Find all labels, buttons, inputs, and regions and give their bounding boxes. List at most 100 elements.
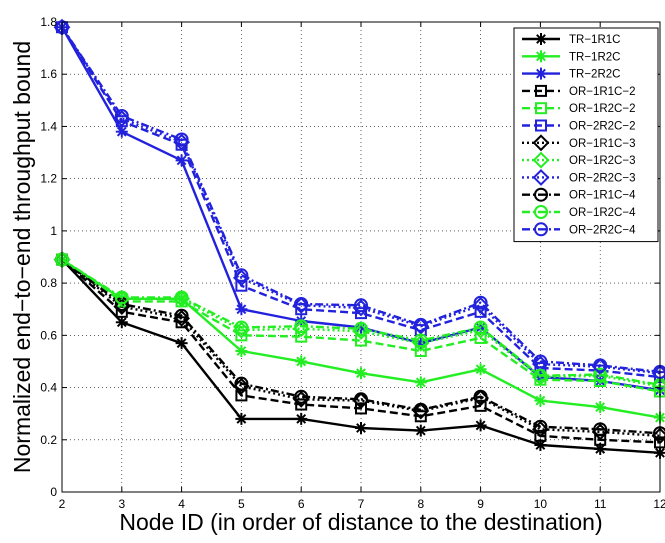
series-1 [56, 253, 665, 459]
data-point [472, 389, 490, 407]
data-point [235, 412, 248, 425]
data-point [115, 125, 128, 138]
data-point [594, 442, 607, 455]
legend-marker [535, 102, 547, 115]
data-point [114, 109, 129, 123]
legend-label: TR−2R2C [569, 69, 620, 81]
legend: TR−1R1C TR−1R2C TR−2R2C OR−1R1C−2 OR−1R2C−2 O… [513, 27, 659, 243]
legend-item: OR−1R1C−3 [522, 134, 635, 152]
data-point [295, 398, 308, 411]
legend-item: OR−2R2C−2 [522, 119, 635, 133]
data-point [295, 412, 308, 425]
legend-marker [532, 168, 550, 186]
data-point [354, 392, 368, 407]
x-tick-label: 6 [298, 497, 305, 511]
x-tick-label: 10 [534, 497, 548, 511]
data-point [174, 290, 189, 305]
x-tick-label: 8 [417, 497, 424, 511]
legend-item: OR−1R1C−4 [522, 187, 636, 202]
legend-label: OR−1R2C−3 [569, 155, 635, 167]
data-point [115, 316, 128, 329]
data-point [234, 268, 249, 283]
legend-label: TR−1R2C [569, 51, 620, 63]
data-point [235, 329, 248, 342]
data-point [473, 389, 488, 404]
data-point [414, 410, 427, 423]
data-point [593, 422, 608, 437]
legend-marker [535, 84, 547, 97]
x-tick-label: 11 [594, 497, 607, 511]
legend-marker [535, 33, 547, 45]
x-tick-label: 7 [358, 497, 365, 511]
data-point [174, 308, 189, 323]
y-tick-label: 0.4 [40, 381, 57, 395]
legend-item: OR−1R2C−2 [522, 102, 635, 115]
data-point [295, 355, 308, 368]
y-tick-label: 0.6 [40, 328, 57, 342]
series-12 [55, 20, 665, 379]
data-point [113, 110, 131, 128]
y-tick-label: 0 [50, 485, 57, 499]
series-group [53, 18, 665, 459]
data-point [355, 402, 367, 415]
data-point [355, 422, 367, 435]
series-line [61, 26, 661, 374]
legend-marker [534, 205, 548, 219]
data-point [414, 376, 427, 389]
x-tick-label: 3 [118, 497, 125, 511]
data-point [175, 154, 188, 167]
y-tick-label: 0.2 [40, 433, 57, 447]
data-point [355, 307, 367, 320]
data-point [413, 402, 428, 417]
legend-marker [535, 50, 547, 63]
series-line [61, 258, 661, 393]
data-point [294, 319, 309, 334]
data-point [593, 358, 608, 373]
data-point [173, 290, 191, 308]
legend-marker [535, 119, 547, 132]
data-point [235, 345, 248, 357]
data-point [354, 321, 368, 336]
axis-ticks: 2 3 4 5 6 7 8 9 10 11 12 0 0.2 0.4 0.6 0.8 1 1.2 1.4 1.6 1.8 [40, 15, 665, 511]
data-point [533, 368, 548, 383]
legend-marker [532, 151, 550, 169]
y-tick-label: 1.6 [40, 67, 57, 81]
series-line [61, 258, 661, 388]
x-tick-label: 4 [178, 497, 185, 511]
legend-item: OR−2R2C−3 [522, 168, 635, 186]
data-point [533, 419, 548, 434]
legend-item: TR−1R2C [522, 50, 620, 63]
legend-item: TR−2R2C [522, 67, 620, 81]
legend-label: OR−1R1C−4 [569, 190, 636, 202]
data-point [113, 298, 131, 316]
legend-item: TR−1R1C [522, 33, 620, 46]
y-tick-label: 0.8 [40, 276, 57, 290]
data-point [534, 439, 547, 451]
legend-label: OR−1R2C−2 [569, 103, 635, 115]
legend-label: OR−2R2C−3 [569, 172, 635, 184]
data-point [413, 317, 428, 332]
series-line [61, 258, 661, 438]
data-point [232, 321, 250, 339]
legend-label: TR−1R1C [569, 34, 620, 46]
data-point [472, 296, 490, 314]
x-tick-label: 9 [477, 497, 484, 511]
data-point [534, 429, 547, 442]
data-point [534, 394, 547, 407]
y-tick-label: 1 [50, 224, 57, 238]
legend-label: OR−1R1C−3 [569, 138, 635, 150]
legend-label: OR−2R2C−2 [569, 121, 635, 133]
data-point [414, 424, 427, 437]
x-tick-label: 12 [653, 497, 665, 511]
legend-marker [535, 67, 547, 80]
legend-item: OR−1R2C−3 [522, 151, 635, 169]
legend-item: OR−2R2C−4 [522, 222, 636, 237]
x-tick-label: 5 [238, 497, 245, 511]
data-point [473, 295, 488, 310]
y-tick-label: 1.2 [40, 172, 57, 186]
data-point [531, 368, 549, 386]
data-point [174, 132, 189, 147]
data-point [474, 363, 487, 376]
y-axis-title: Normalized end−to−end throughput bound [9, 41, 35, 473]
